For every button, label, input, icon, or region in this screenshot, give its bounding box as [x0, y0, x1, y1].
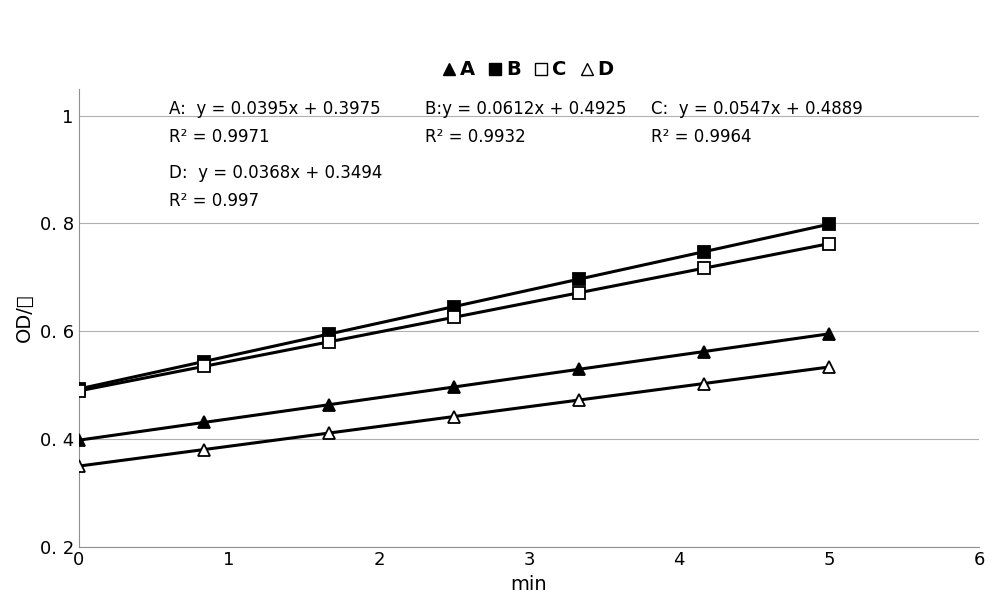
Text: R² = 0.9964: R² = 0.9964 — [651, 128, 751, 146]
Text: B:y = 0.0612x + 0.4925: B:y = 0.0612x + 0.4925 — [425, 100, 627, 118]
Text: C:  y = 0.0547x + 0.4889: C: y = 0.0547x + 0.4889 — [651, 100, 862, 118]
Y-axis label: OD/値: OD/値 — [15, 294, 34, 342]
Text: R² = 0.9971: R² = 0.9971 — [169, 128, 269, 146]
X-axis label: min: min — [511, 575, 547, 594]
Legend: A, B, C, D: A, B, C, D — [437, 52, 621, 87]
Text: R² = 0.9932: R² = 0.9932 — [425, 128, 526, 146]
Text: D:  y = 0.0368x + 0.3494: D: y = 0.0368x + 0.3494 — [169, 164, 382, 182]
Text: A:  y = 0.0395x + 0.3975: A: y = 0.0395x + 0.3975 — [169, 100, 380, 118]
Text: R² = 0.997: R² = 0.997 — [169, 192, 259, 209]
